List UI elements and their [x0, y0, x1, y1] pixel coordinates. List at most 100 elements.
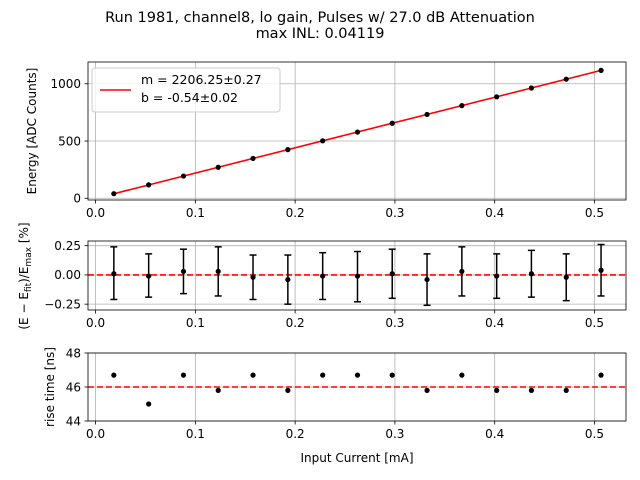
- energy-xtick-label: 0.5: [585, 206, 604, 220]
- risetime-xtick-label: 0.1: [186, 427, 205, 441]
- risetime-data-point: [494, 387, 500, 393]
- risetime-ytick-label: 48: [66, 346, 81, 360]
- energy-xtick-label: 0.1: [186, 206, 205, 220]
- inl-data-point: [146, 273, 152, 279]
- inl-y-label-sub-max: max: [24, 246, 34, 266]
- energy-ytick-label: 0: [73, 192, 81, 206]
- x-axis-label: Input Current [mA]: [300, 451, 413, 465]
- inl-data-point: [459, 268, 465, 275]
- inl-ytick-label: 0.25: [54, 239, 81, 253]
- risetime-ytick-label: 44: [66, 414, 81, 428]
- inl-xtick-label: 0.3: [385, 316, 404, 330]
- energy-data-point: [494, 94, 500, 100]
- energy-data-point: [598, 67, 604, 73]
- risetime-data-point: [424, 387, 430, 393]
- energy-y-label: Energy [ADC Counts]: [25, 68, 39, 195]
- legend-m-text: m = 2206.25±0.27: [141, 72, 262, 87]
- energy-data-point: [146, 182, 152, 188]
- inl-y-label-part1: (E − E: [17, 292, 31, 330]
- figure-title-line2: max INL: 0.04119: [256, 26, 385, 42]
- risetime-data-point: [285, 387, 291, 393]
- energy-data-point: [528, 85, 535, 91]
- risetime-data-point: [250, 372, 256, 378]
- inl-data-point: [563, 274, 569, 280]
- inl-axes-frame: [87, 240, 627, 311]
- risetime-panel: 0.0 0.1 0.2 0.3 0.4 0.5 44 46 48 rise time [ns]…: [43, 346, 627, 465]
- energy-xtick-label: 0.4: [485, 206, 504, 220]
- inl-data-point: [389, 271, 395, 277]
- inl-y-label: (E − Efit)/Emax [%]: [17, 222, 34, 329]
- risetime-data-point: [215, 387, 221, 393]
- energy-grid: [88, 62, 626, 200]
- inl-xtick-label: 0.0: [86, 316, 105, 330]
- risetime-y-ticks: 44 46 48: [66, 346, 88, 428]
- risetime-data-point: [459, 372, 465, 378]
- inl-data-point: [354, 273, 361, 279]
- inl-marks: [88, 243, 626, 307]
- risetime-data-point: [354, 372, 361, 378]
- inl-xtick-label: 0.1: [186, 316, 205, 330]
- inl-y-label-part2: )/E: [17, 267, 31, 283]
- inl-y-label-part3: [%]: [17, 222, 31, 247]
- inl-data-point: [320, 273, 326, 279]
- risetime-data-point: [389, 372, 395, 378]
- inl-data-point: [494, 273, 500, 279]
- risetime-marks: [88, 372, 626, 407]
- energy-xtick-label: 0.3: [385, 206, 404, 220]
- energy-data-point: [320, 138, 326, 144]
- figure-title-line1: Run 1981, channel8, lo gain, Pulses w/ 2…: [105, 10, 535, 26]
- inl-y-ticks: −0.25 0.00 0.25: [44, 239, 88, 311]
- risetime-data-point: [320, 372, 326, 378]
- energy-xtick-label: 0.0: [86, 206, 105, 220]
- inl-x-ticks: 0.0 0.1 0.2 0.3 0.4 0.5: [86, 310, 604, 330]
- risetime-x-ticks: 0.0 0.1 0.2 0.3 0.4 0.5: [86, 421, 604, 441]
- energy-data-point: [250, 155, 256, 162]
- inl-panel: 0.0 0.1 0.2 0.3 0.4 0.5 −0.25 0.00 0.25 (E − Ef…: [17, 222, 627, 330]
- energy-data-point: [285, 147, 291, 153]
- energy-data-point: [354, 129, 361, 135]
- inl-data-point: [598, 267, 604, 273]
- risetime-xtick-label: 0.5: [585, 427, 604, 441]
- legend-b-text: b = -0.54±0.02: [141, 90, 238, 105]
- risetime-data-point: [180, 372, 187, 378]
- energy-data-point: [459, 103, 465, 109]
- risetime-xtick-label: 0.4: [485, 427, 504, 441]
- energy-y-ticks: 0 500 1000: [50, 77, 88, 206]
- risetime-xtick-label: 0.2: [286, 427, 305, 441]
- inl-xtick-label: 0.4: [485, 316, 504, 330]
- risetime-data-point: [111, 372, 117, 378]
- energy-x-ticks: 0.0 0.1 0.2 0.3 0.4 0.5: [86, 200, 604, 220]
- risetime-data-point: [528, 387, 535, 393]
- inl-y-label-sub-fit: fit: [24, 282, 34, 292]
- risetime-data-point: [146, 401, 152, 407]
- inl-data-point: [180, 268, 187, 275]
- energy-data-point: [111, 191, 117, 197]
- risetime-xtick-label: 0.3: [385, 427, 404, 441]
- inl-xtick-label: 0.5: [585, 316, 604, 330]
- energy-data-point: [215, 164, 221, 170]
- energy-panel: 0.0 0.1 0.2 0.3 0.4 0.5 0 500 1000 Energy [ADC …: [25, 61, 627, 220]
- energy-ytick-label: 500: [58, 134, 81, 148]
- risetime-xtick-label: 0.0: [86, 427, 105, 441]
- legend-box: [91, 67, 281, 113]
- risetime-data-point: [563, 387, 569, 393]
- risetime-ytick-label: 46: [66, 380, 81, 394]
- risetime-grid: [88, 352, 626, 422]
- inl-data-point: [215, 268, 221, 275]
- energy-data-point: [424, 111, 430, 118]
- energy-ytick-label: 1000: [50, 77, 81, 91]
- inl-data-point: [285, 276, 291, 283]
- inl-ytick-label: −0.25: [44, 297, 81, 311]
- energy-xtick-label: 0.2: [286, 206, 305, 220]
- risetime-y-label: rise time [ns]: [43, 347, 57, 427]
- inl-data-point: [424, 276, 430, 283]
- inl-data-point: [250, 274, 256, 280]
- energy-legend: m = 2206.25±0.27 b = -0.54±0.02: [91, 67, 281, 113]
- energy-data-point: [563, 76, 569, 82]
- energy-axes-frame: [87, 61, 627, 201]
- risetime-data-point: [598, 372, 604, 378]
- inl-ytick-label: 0.00: [54, 268, 81, 282]
- inl-data-point: [111, 271, 117, 277]
- risetime-axes-frame: [87, 352, 627, 422]
